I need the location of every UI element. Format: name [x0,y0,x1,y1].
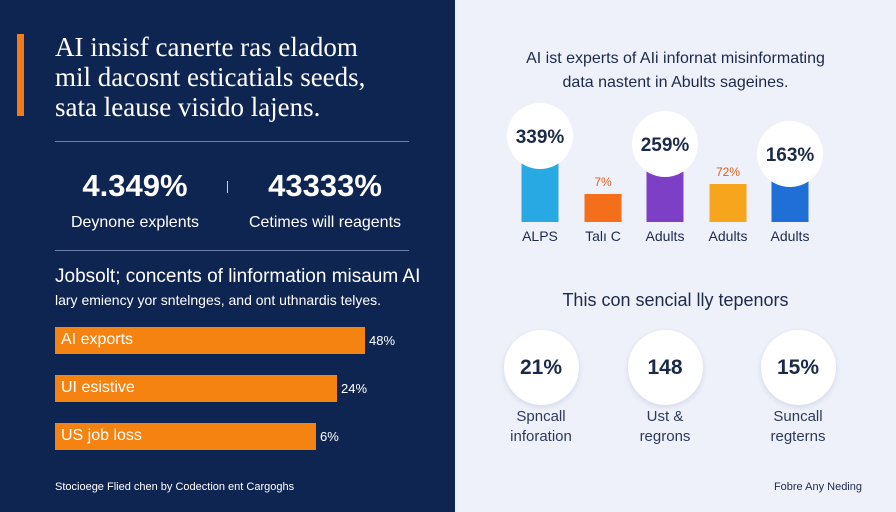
hbar [55,375,337,402]
circle-stat-2-label-line-2: regrons [639,428,691,445]
circle-stat-3-value: 15% [760,330,836,405]
circle-stat-2: 148 Ust & regrons [605,330,725,447]
vbar-category-label: ALPS [522,228,558,244]
chart-title: AI ist experts of AIi infornat misinform… [455,47,896,95]
divider-top [55,141,409,142]
circle-stat-3-label-line-1: Suncall [773,408,823,425]
stat-1-label: Deynone explents [70,214,200,231]
vbar-value: 7% [594,175,612,189]
divider-middle [55,250,409,251]
circle-stat-3-label: Suncall regterns [738,407,858,447]
vbar [709,184,747,222]
stat-separator [227,181,228,193]
circle-stat-1-label: Spncall inforation [481,407,601,447]
hbar-value: 24% [341,381,368,396]
right-footer: Fobre Any Neding [773,481,862,493]
section-text: lary emiency yor sntelnges, and ont uthn… [55,292,382,308]
circle-stat-3-label-line-2: regterns [770,428,826,445]
vbar-category-label: Adults [709,228,748,244]
hbar [55,423,316,450]
hbar [55,327,365,354]
headline: AI insisf canerte ras eladom mil dacosnt… [55,32,445,122]
hbar-value: 48% [369,333,396,348]
circle-stat-1-label-line-2: inforation [510,428,572,445]
circle-stat-1: 21% Spncall inforation [481,330,601,447]
vbar-value: 163% [766,145,815,166]
hbar-value: 6% [320,429,339,444]
accent-bar [17,34,24,116]
circle-section-title: This con sencial lly tepenors [562,290,789,310]
vbar-category-label: Adults [646,228,685,244]
headline-line-3: sata leause visido lajens. [55,92,321,122]
hbar-row: US job loss 6% [55,423,415,450]
section-title: Jobsolt; concents of linformation misaum… [55,266,421,287]
stat-2-value: 43333% [268,168,382,203]
right-panel: AI ist experts of AIi infornat misinform… [455,0,896,512]
vbar-value: 259% [641,135,690,156]
stat-1-value: 4.349% [82,168,188,203]
headline-line-1: AI insisf canerte ras eladom [55,32,358,62]
vbar-value: 72% [716,165,740,179]
circle-stat-1-label-line-1: Spncall [516,408,566,425]
vbar-label-bubble [757,121,823,187]
hbar-label: US job loss [61,427,142,444]
chart-title-line-2: data nastent in Abults sageines. [562,74,789,91]
vbar-label-bubble [507,103,573,169]
left-panel: AI insisf canerte ras eladom mil dacosnt… [0,0,455,512]
vbar-category-label: Adults [771,228,810,244]
circle-stat-2-label-line-1: Ust & [646,408,684,425]
vbar [584,194,622,222]
vbar-label-bubble [632,111,698,177]
stat-2: 43333% Cetimes will reagents [240,168,410,232]
headline-line-2: mil dacosnt esticatials seeds, [55,62,366,92]
hbar-row: AI exports 48% [55,327,415,354]
hbar-label: AI exports [61,331,134,348]
chart-title-line-1: AI ist experts of AIi infornat misinform… [526,50,825,67]
circle-stat-2-value: 148 [627,330,703,405]
vbar-value: 339% [516,127,565,148]
circle-stat-1-value: 21% [503,330,579,405]
hbar-row: UI esistive 24% [55,375,415,402]
stat-2-label: Cetimes will reagents [248,214,402,231]
left-footer: Stocioege Flied chen by Codection ent Ca… [55,481,295,493]
hbar-label: UI esistive [61,379,135,396]
vbar-category-label: Talı C [585,228,621,244]
circle-stat-3: 15% Suncall regterns [738,330,858,447]
circle-stat-2-label: Ust & regrons [605,407,725,447]
stat-1: 4.349% Deynone explents [55,168,215,232]
vertical-bar-chart: 339% ALPS 7% Talı C 259% Adults 72% Adults 163% A… [507,103,823,244]
